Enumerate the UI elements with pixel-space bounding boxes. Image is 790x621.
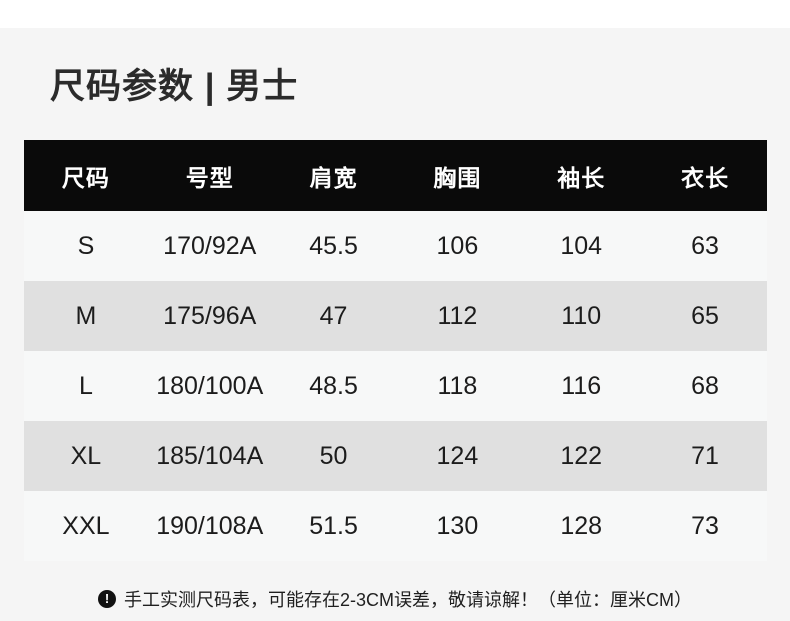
cell-chest: 106: [436, 231, 479, 260]
table-row-l: L 180/100A 48.5 118 116 68: [24, 351, 767, 421]
cell-model-type: 180/100A: [156, 371, 264, 400]
table-row-xl: XL 185/104A 50 124 122 71: [24, 421, 767, 491]
cell-garment-length: 68: [691, 371, 719, 400]
measurement-note: ! 手工实测尺码表，可能存在2-3CM误差，敬请谅解！（单位：厘米CM）: [0, 586, 790, 612]
note-text: 手工实测尺码表，可能存在2-3CM误差，敬请谅解！（单位：厘米CM）: [124, 590, 692, 610]
table-row-s: S 170/92A 45.5 106 104 63: [24, 211, 767, 281]
cell-model-type: 170/92A: [163, 231, 257, 260]
cell-sleeve-length: 104: [560, 231, 603, 260]
col-header-garment-length: 衣长: [643, 140, 767, 211]
table-row-m: M 175/96A 47 112 110 65: [24, 281, 767, 351]
table-row-xxl: XXL 190/108A 51.5 130 128 73: [24, 491, 767, 561]
cell-shoulder-width: 48.5: [309, 371, 358, 400]
cell-shoulder-width: 47: [319, 301, 348, 330]
col-header-model-type: 号型: [147, 140, 272, 211]
cell-garment-length: 71: [691, 441, 719, 470]
cell-garment-length: 65: [691, 301, 719, 330]
cell-sleeve-length: 128: [560, 511, 603, 540]
col-header-chest: 胸围: [395, 140, 520, 211]
col-header-sleeve-length: 袖长: [519, 140, 644, 211]
exclamation-icon: !: [98, 590, 116, 608]
cell-size-code: XXL: [62, 511, 110, 540]
cell-sleeve-length: 110: [561, 301, 602, 330]
cell-chest: 118: [437, 371, 478, 400]
cell-chest: 124: [436, 441, 479, 470]
top-strip: [0, 0, 790, 28]
cell-garment-length: 73: [691, 511, 719, 540]
page-title: 尺码参数 | 男士: [50, 67, 299, 106]
content-panel: 尺码参数 | 男士 尺码 号型 肩宽 胸围 袖长 衣长 S 170/92A 45…: [0, 28, 790, 621]
cell-chest: 112: [437, 301, 478, 330]
cell-model-type: 185/104A: [156, 441, 264, 470]
cell-shoulder-width: 50: [319, 441, 348, 470]
cell-chest: 130: [436, 511, 479, 540]
cell-model-type: 175/96A: [163, 301, 257, 330]
cell-size-code: M: [75, 301, 97, 330]
cell-model-type: 190/108A: [156, 511, 264, 540]
cell-shoulder-width: 45.5: [309, 231, 358, 260]
size-table: 尺码 号型 肩宽 胸围 袖长 衣长 S 170/92A 45.5 106 104…: [24, 140, 767, 561]
col-header-shoulder-width: 肩宽: [271, 140, 396, 211]
cell-size-code: S: [77, 231, 95, 260]
cell-sleeve-length: 122: [560, 441, 603, 470]
cell-sleeve-length: 116: [561, 371, 602, 400]
cell-size-code: XL: [70, 441, 102, 470]
table-header-row: 尺码 号型 肩宽 胸围 袖长 衣长: [24, 140, 767, 211]
cell-size-code: L: [78, 371, 93, 400]
cell-shoulder-width: 51.5: [309, 511, 358, 540]
col-header-size-code: 尺码: [24, 140, 148, 211]
cell-garment-length: 63: [691, 231, 719, 260]
